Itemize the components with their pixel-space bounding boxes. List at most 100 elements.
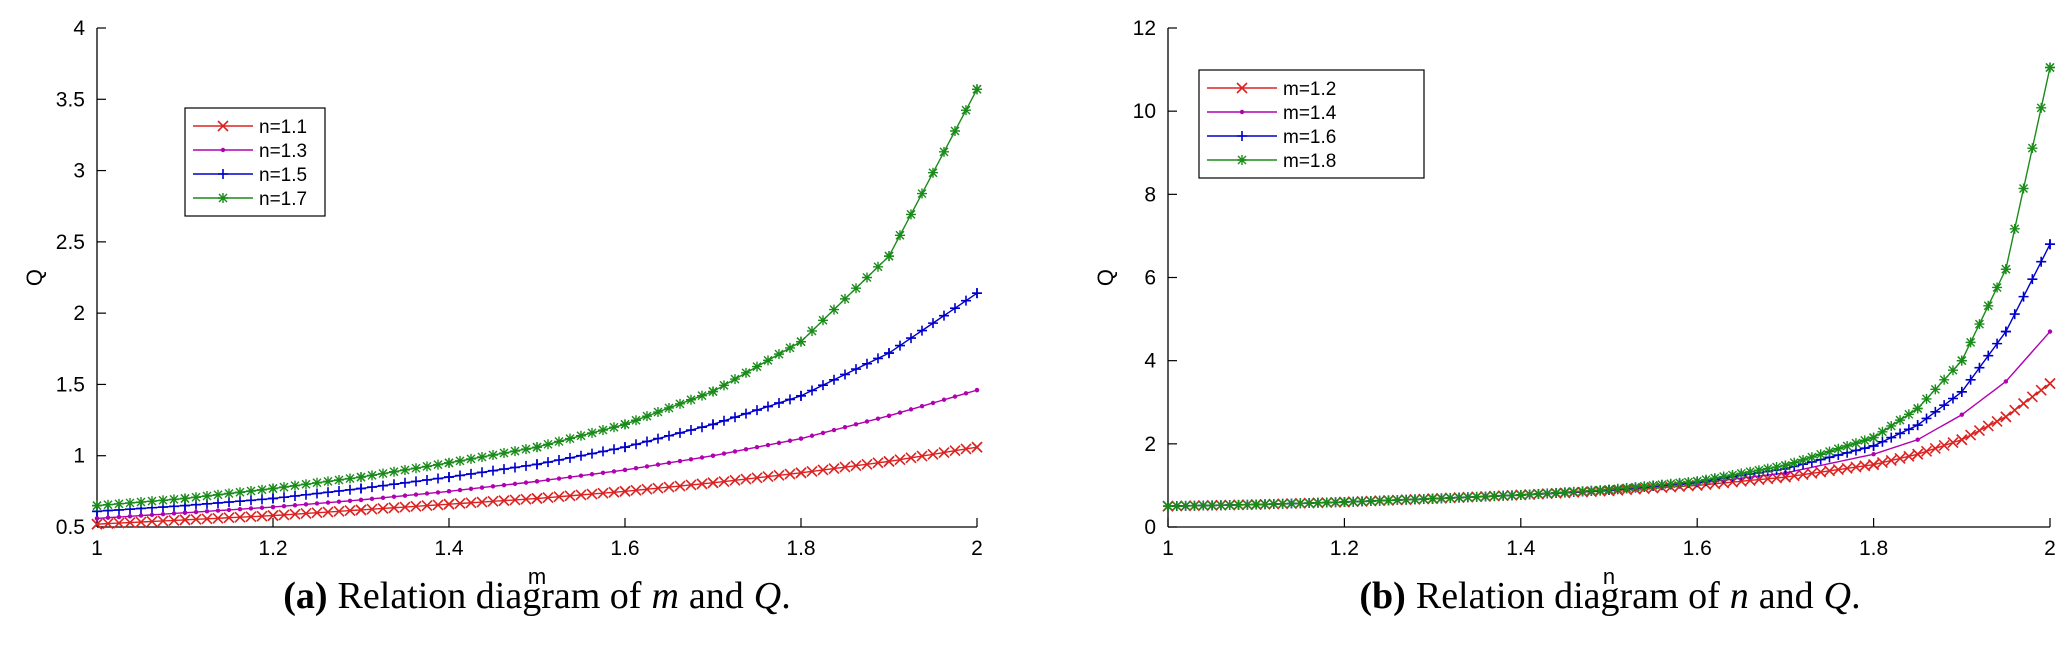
curve-marker [325, 500, 331, 505]
curve-marker [1806, 452, 1817, 463]
curve-marker [2036, 256, 2047, 267]
curve-marker [336, 499, 342, 504]
curve-marker [1639, 481, 1650, 492]
curve-marker [619, 485, 631, 497]
curve-marker [1973, 424, 1986, 437]
curve-marker [631, 415, 641, 426]
curve-marker [785, 394, 795, 405]
curve-marker [1595, 485, 1606, 496]
curve-marker [94, 516, 100, 521]
curve-marker [2027, 274, 2038, 285]
curve-marker [422, 474, 432, 485]
curve-marker [1895, 428, 1906, 439]
curve-marker [1524, 489, 1535, 500]
curve-marker [828, 462, 840, 475]
curve-marker [1489, 491, 1500, 502]
caption-var1: n [1730, 575, 1749, 617]
curve-marker [949, 445, 961, 457]
series-n=1.1 [91, 441, 983, 530]
curve-marker [960, 443, 972, 455]
curve-marker [1559, 487, 1570, 498]
curve-marker [1471, 491, 1482, 502]
curve-marker [710, 453, 716, 458]
curve-marker [611, 469, 617, 474]
curve-marker [622, 467, 628, 473]
curve-marker [380, 495, 386, 500]
curve-marker [1621, 482, 1632, 493]
curve-marker [1876, 456, 1888, 469]
curve-marker [1912, 403, 1923, 414]
curve-marker [212, 512, 224, 524]
curve-marker [102, 518, 114, 530]
x-axis-label: m [528, 564, 546, 589]
curve-marker [652, 482, 664, 494]
curve-marker [785, 342, 795, 353]
caption-tag: (a) [283, 575, 327, 617]
curve-marker [1454, 492, 1465, 503]
curve-marker [223, 512, 235, 524]
curve-marker [1859, 460, 1871, 472]
curve-marker [873, 353, 883, 364]
curve-marker [741, 408, 751, 419]
x-tick-label: 1.8 [786, 537, 815, 560]
curve-marker [1312, 497, 1323, 508]
y-tick-label: 6 [1144, 267, 1156, 290]
x-tick-label: 1.2 [1330, 537, 1359, 560]
curve-marker [521, 460, 531, 471]
curve-marker [531, 492, 543, 505]
curve-marker [465, 497, 477, 509]
curve-marker [795, 467, 807, 479]
legend-label: m=1.2 [1283, 79, 1336, 100]
curve-marker [565, 452, 575, 463]
curve-marker [916, 450, 928, 462]
curve-marker [157, 515, 169, 527]
curve-marker [303, 502, 309, 507]
curve-marker [289, 508, 301, 520]
curve-marker [91, 518, 103, 530]
curve-marker [413, 492, 419, 497]
curve-marker [369, 496, 375, 502]
curve-marker [2045, 239, 2055, 250]
curve-marker [2009, 223, 2020, 234]
curve-marker [1745, 466, 1756, 477]
curve-marker [740, 473, 752, 485]
curve-marker [1701, 474, 1712, 485]
curve-marker [642, 436, 652, 447]
curve-marker [1965, 337, 1976, 348]
curve-marker [322, 506, 334, 518]
curve-marker [444, 472, 454, 483]
curve-marker [136, 497, 146, 508]
curve-marker [752, 405, 762, 416]
curve-marker [245, 511, 257, 523]
curve-marker [1771, 462, 1782, 473]
caption-text-before: Relation diagram of [338, 575, 642, 617]
curve-marker [1992, 338, 2003, 349]
curve-marker [674, 480, 686, 492]
curve-marker [1163, 501, 1173, 512]
curve-marker [204, 509, 210, 514]
curve-marker [1515, 489, 1526, 500]
curve-marker [1339, 497, 1350, 508]
caption-text-after: . [1851, 575, 1861, 617]
curve-marker [532, 442, 542, 453]
curve-marker [1357, 496, 1368, 507]
curve-marker [278, 509, 290, 521]
curve-marker [421, 500, 433, 512]
data-point [1959, 412, 1965, 417]
curve-marker [1198, 500, 1209, 511]
curve-marker [543, 439, 553, 450]
curve-marker [906, 209, 916, 220]
curve-marker [554, 436, 564, 447]
curve-marker [1912, 448, 1924, 460]
x-tick-label: 2 [971, 537, 983, 560]
curve-marker [784, 468, 796, 480]
curve-marker [950, 126, 960, 137]
curve-marker [193, 509, 199, 515]
curve-marker [311, 507, 323, 519]
curve-marker [1832, 464, 1844, 476]
curve-marker [235, 487, 245, 498]
curve-marker [600, 470, 606, 476]
curve-marker [422, 461, 432, 472]
curve-marker [248, 506, 254, 511]
